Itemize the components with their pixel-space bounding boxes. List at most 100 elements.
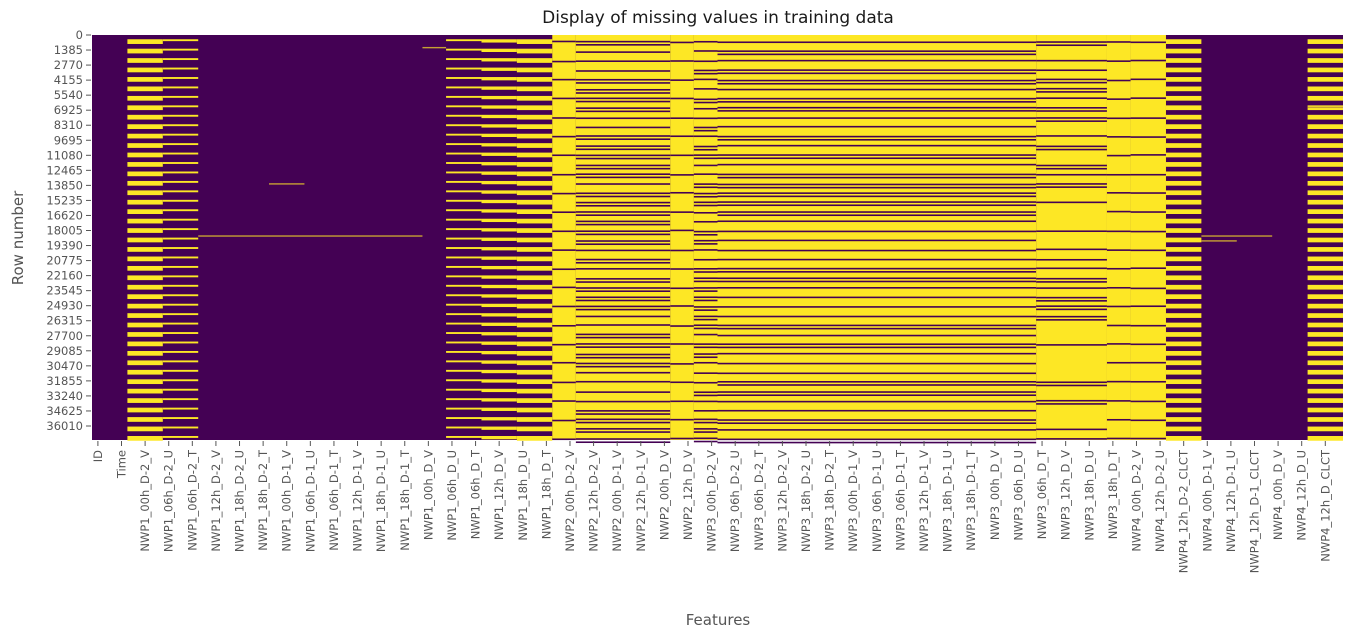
- y-tick-label: 27700: [46, 329, 83, 343]
- missing-band: [1307, 379, 1343, 385]
- present-line: [575, 315, 671, 318]
- missing-band: [516, 39, 553, 44]
- present-line: [693, 145, 718, 148]
- missing-band: [481, 303, 517, 308]
- present-line: [670, 135, 694, 138]
- missing-band: [162, 369, 199, 372]
- y-axis-label: Row number: [9, 190, 27, 285]
- missing-band: [162, 209, 199, 212]
- present-line: [575, 296, 671, 299]
- missing-band: [127, 58, 163, 63]
- x-tick-label: NWP3_06h_D-1_U: [870, 450, 884, 552]
- present-line: [1036, 300, 1107, 302]
- missing-band: [481, 294, 517, 298]
- present-line: [1130, 97, 1166, 99]
- present-line: [575, 421, 671, 424]
- present-line: [717, 400, 1037, 403]
- missing-band: [162, 303, 199, 306]
- present-line: [575, 138, 671, 141]
- missing-band: [1165, 332, 1202, 337]
- missing-band: [481, 350, 517, 355]
- missing-band: [481, 77, 517, 81]
- present-line: [575, 400, 671, 403]
- present-line: [1130, 117, 1166, 119]
- present-line: [1036, 319, 1107, 321]
- present-line: [1130, 324, 1166, 327]
- missing-block: [552, 35, 576, 440]
- missing-band: [516, 294, 553, 300]
- present-line: [717, 192, 1037, 194]
- present-line: [1106, 380, 1131, 383]
- x-tick-label: NWP1_06h_D_U: [445, 450, 459, 541]
- missing-band: [481, 162, 517, 166]
- present-line: [693, 69, 718, 72]
- missing-band: [446, 199, 482, 202]
- missing-band: [446, 388, 482, 391]
- present-line: [575, 365, 671, 368]
- missing-band: [127, 237, 163, 243]
- present-line: [1130, 419, 1166, 422]
- missing-band: [516, 247, 553, 252]
- y-tick-label: 33240: [46, 389, 83, 403]
- missing-band: [127, 303, 163, 309]
- y-tick-label: 34625: [46, 404, 83, 418]
- present-line: [717, 372, 1037, 375]
- missing-band: [127, 162, 163, 167]
- present-line: [552, 286, 576, 289]
- isolated-missing-row: [1201, 240, 1237, 242]
- present-line: [693, 201, 718, 204]
- missing-band: [446, 322, 482, 325]
- missing-band: [516, 284, 553, 290]
- missing-band: [481, 39, 517, 43]
- missing-band: [1165, 48, 1202, 54]
- present-line: [1036, 267, 1107, 270]
- present-line: [693, 186, 718, 189]
- missing-band: [162, 265, 199, 268]
- missing-band: [1165, 350, 1202, 356]
- missing-band: [516, 133, 553, 139]
- present-line: [1130, 343, 1166, 346]
- present-line: [717, 72, 1037, 75]
- present-line: [693, 418, 718, 421]
- present-line: [552, 40, 576, 43]
- present-line: [717, 69, 1037, 71]
- missing-band: [446, 48, 482, 51]
- missing-band: [1165, 341, 1202, 347]
- present-line: [552, 268, 576, 271]
- present-line: [575, 268, 671, 270]
- missing-band: [1307, 86, 1343, 92]
- missing-band: [1307, 114, 1343, 120]
- present-line: [1036, 78, 1107, 81]
- missing-band: [516, 388, 553, 394]
- present-line: [717, 97, 1037, 100]
- missing-band: [162, 152, 199, 155]
- missing-band: [1165, 124, 1202, 129]
- present-line: [717, 135, 1037, 138]
- present-line: [1130, 287, 1166, 290]
- present-line: [693, 410, 718, 412]
- present-line: [575, 233, 671, 236]
- missing-band: [162, 190, 199, 193]
- missing-band: [1307, 313, 1343, 318]
- missing-band: [516, 190, 553, 196]
- missing-band: [516, 322, 553, 328]
- missing-band: [1307, 332, 1343, 337]
- missing-band: [1165, 86, 1202, 92]
- missing-band: [481, 105, 517, 109]
- present-line: [1036, 315, 1107, 318]
- present-line: [575, 148, 671, 151]
- y-tick-label: 0: [76, 28, 83, 42]
- present-line: [693, 195, 718, 198]
- present-line: [1130, 59, 1166, 62]
- present-line: [575, 431, 671, 433]
- x-tick-label: NWP2_00h_D_V: [657, 450, 671, 540]
- present-line: [1036, 287, 1107, 289]
- present-line: [575, 278, 671, 280]
- present-line: [1130, 380, 1166, 383]
- missing-band: [1165, 114, 1202, 120]
- y-tick-label: 4155: [54, 73, 83, 87]
- missing-band: [162, 322, 199, 325]
- missing-band: [481, 209, 517, 213]
- present-line: [717, 220, 1037, 223]
- present-line: [1130, 211, 1166, 213]
